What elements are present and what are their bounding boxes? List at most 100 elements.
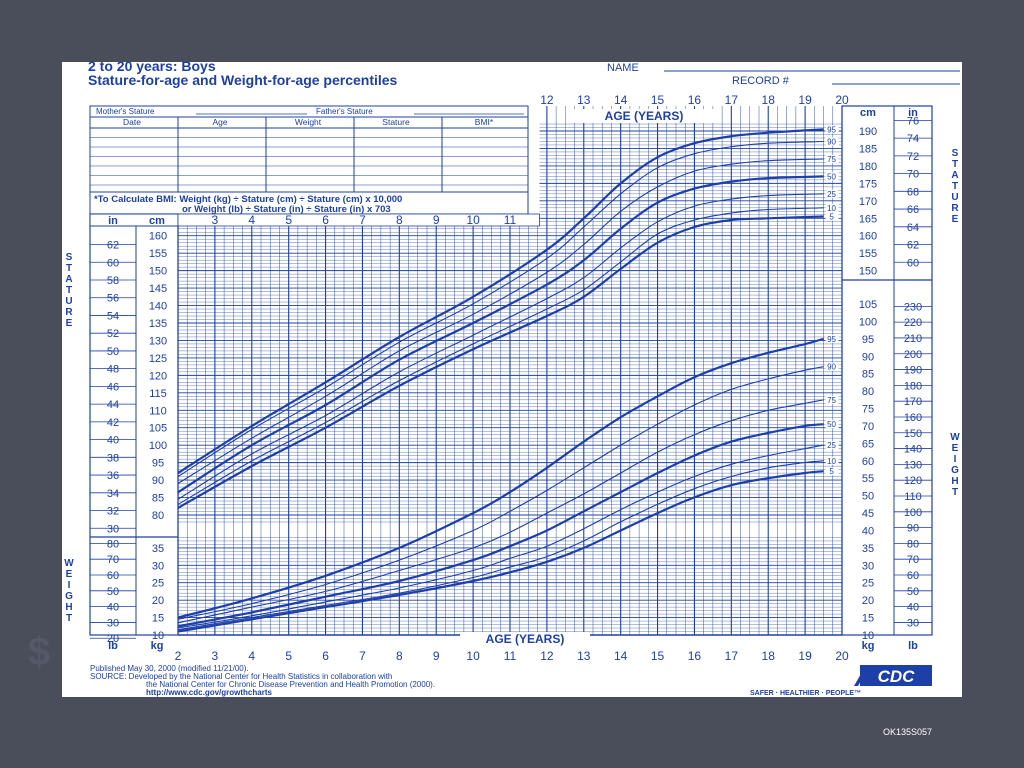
bottom-age-label-bg [460,632,590,646]
svg-text:H: H [951,476,958,487]
left-weight-kg-tick: 30 [152,560,164,572]
stature-percentile-25-curve [177,193,824,500]
stature-in-tick: 36 [107,470,119,482]
weight-lb-tick: 170 [904,396,922,408]
right-cm-unit: cm [860,107,876,119]
right-stature-cm-tick: 155 [859,248,877,260]
stature-in-tick: 60 [107,257,119,269]
weight-kg-tick: 10 [862,630,874,642]
stature-percentile-10-curve [177,207,824,505]
weight-percentile-75-curve [177,399,824,624]
stature-cm-tick: 100 [149,440,167,452]
bmi-note-line-2: or Weight (lb) ÷ Stature (in) ÷ Stature … [182,204,391,215]
age-tick: 7 [359,649,366,663]
left-weight-lb-tick: 50 [107,586,119,598]
weight-lb-tick: 220 [904,317,922,329]
stature-percentile-95-label: 95 [827,125,836,134]
right-stature-in-tick: 70 [907,169,919,181]
age-tick: 2 [175,649,182,663]
left-kg-unit: kg [151,640,164,652]
right-stature-cm-tick: 190 [859,126,877,138]
weight-lb-tick: 30 [907,617,919,629]
age-tick: 13 [577,649,591,663]
weight-kg-tick: 80 [862,386,874,398]
right-stature-in-tick: 62 [907,240,919,252]
svg-text:E: E [66,569,73,580]
stature-in-tick: 56 [107,293,119,305]
weight-kg-tick: 45 [862,508,874,520]
stature-in-tick: 44 [107,399,119,411]
weight-percentile-75-label: 75 [827,396,836,405]
top-age-tick: 16 [688,93,702,107]
weight-kg-tick: 85 [862,369,874,381]
weight-kg-tick: 75 [862,404,874,416]
left-weight-kg-tick: 25 [152,578,164,590]
weight-lb-tick: 40 [907,602,919,614]
left-weight-kg-tick: 35 [152,543,164,555]
weight-lb-tick: 200 [904,349,922,361]
stature-in-tick: 40 [107,435,119,447]
top-age-tick: 13 [577,93,591,107]
left-weight-lb-tick: 80 [107,538,119,550]
weight-kg-tick: 25 [862,578,874,590]
age-tick: 17 [725,649,739,663]
stature-percentile-90-label: 90 [827,137,836,146]
right-stature-cm-tick: 165 [859,213,877,225]
weight-lb-tick: 230 [904,301,922,313]
upper-age-tick: 4 [248,213,255,227]
stature-cm-tick: 80 [152,510,164,522]
age-tick: 5 [285,649,292,663]
stature-percentile-25-label: 25 [827,190,836,199]
top-age-tick: 20 [835,93,849,107]
left-lb-unit: lb [108,640,118,652]
stature-in-tick: 62 [107,240,119,252]
stature-cm-tick: 110 [149,405,167,417]
right-kg-unit: kg [862,640,875,652]
upper-age-tick: 10 [466,213,480,227]
svg-text:G: G [951,465,959,476]
left-weight-lb-tick: 20 [107,633,119,645]
age-tick: 3 [212,649,219,663]
age-tick: 8 [396,649,403,663]
stature-cm-tick: 90 [152,475,164,487]
stature-in-tick: 58 [107,275,119,287]
age-tick: 11 [504,649,517,663]
stature-in-tick: 30 [107,523,119,535]
age-tick: 6 [322,649,329,663]
stature-cm-tick: 85 [152,493,164,505]
stature-cm-tick: 160 [149,231,167,243]
cdc-logo-text: CDC [878,667,916,686]
age-tick: 10 [466,649,480,663]
weight-percentile-25-curve [177,444,824,629]
weight-percentile-10-label: 10 [827,457,836,466]
weight-lb-tick: 130 [904,459,922,471]
upper-age-tick: 7 [359,213,366,227]
weight-percentile-25-label: 25 [827,441,836,450]
weight-percentile-50-label: 50 [827,420,836,429]
stature-percentile-50-label: 50 [827,172,836,181]
weight-percentile-90-curve [177,366,824,620]
stature-cm-tick: 115 [149,388,167,400]
stature-in-tick: 38 [107,452,119,464]
svg-text:T: T [66,285,72,296]
right-stature-cm-tick: 185 [859,143,877,155]
weight-kg-tick: 15 [862,613,874,625]
svg-text:T: T [66,613,72,624]
stature-percentile-10-label: 10 [827,204,836,213]
top-age-axis-label: AGE (YEARS) [605,109,684,123]
weight-lb-tick: 190 [904,365,922,377]
source-line-1: SOURCE: Developed by the National Center… [90,672,392,681]
age-tick: 14 [614,649,628,663]
svg-text:W: W [64,558,74,569]
top-age-tick: 14 [614,93,628,107]
stature-cm-tick: 135 [149,318,167,330]
cdc-tagline: SAFER · HEALTHIER · PEOPLE™ [750,690,861,697]
top-age-tick: 12 [540,93,554,107]
age-tick: 18 [762,649,776,663]
weight-lb-tick: 150 [904,428,922,440]
cdc-url-link[interactable]: http://www.cdc.gov/growthcharts [146,688,272,697]
